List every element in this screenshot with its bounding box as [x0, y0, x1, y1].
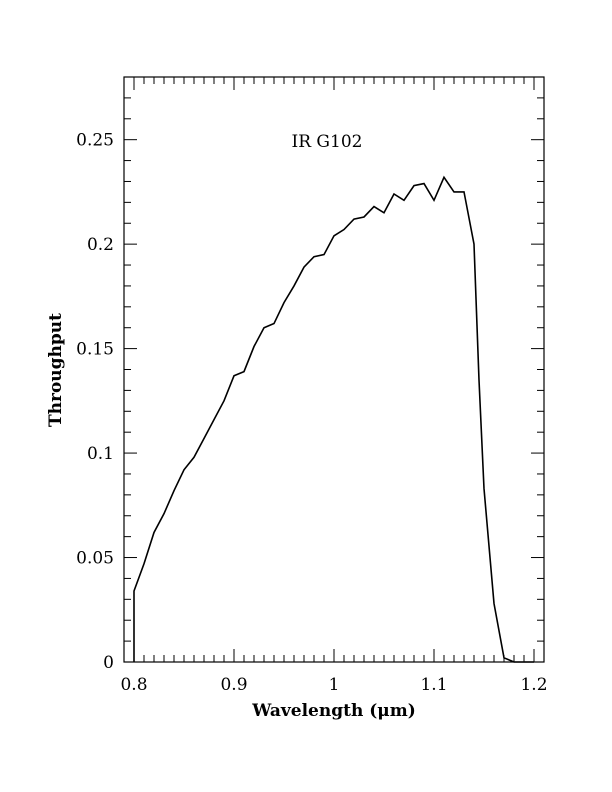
x-tick-label: 0.8: [120, 675, 147, 695]
y-tick-label: 0.1: [87, 444, 114, 464]
plot-frame: [123, 76, 545, 663]
x-tick-label: 1: [329, 675, 340, 695]
y-tick-label: 0.25: [76, 131, 114, 151]
tick-labels: 0.8 0.9 1 1.1 1.2 0 0.05 0.1 0.15 0.2 0.25: [76, 131, 547, 695]
x-tick-label: 1.1: [420, 675, 447, 695]
panel-label: IR G102: [292, 132, 363, 152]
axis-ticks: [124, 76, 544, 663]
x-tick-label: 0.9: [220, 675, 247, 695]
y-tick-label: 0.05: [76, 549, 114, 569]
y-tick-label: 0: [103, 653, 114, 673]
x-tick-label: 1.2: [520, 675, 547, 695]
y-tick-label: 0.2: [87, 235, 114, 255]
y-axis-title: Throughput: [46, 313, 66, 427]
series-line-throughput: [133, 175, 534, 663]
x-axis-title: Wavelength (μm): [251, 701, 416, 721]
y-tick-label: 0.15: [76, 340, 114, 360]
